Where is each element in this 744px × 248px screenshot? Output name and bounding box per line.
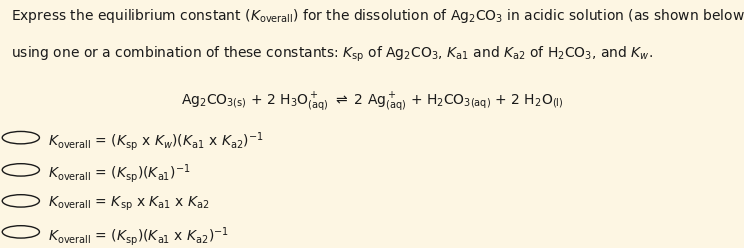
Text: Express the equilibrium constant ($K_{\mathrm{overall}}$) for the dissolution of: Express the equilibrium constant ($K_{\m… (11, 7, 744, 26)
Text: $K_{\mathrm{overall}}$ = $K_{\mathrm{sp}}$ x $K_{\mathrm{a1}}$ x $K_{\mathrm{a2}: $K_{\mathrm{overall}}$ = $K_{\mathrm{sp}… (48, 195, 210, 213)
Text: $K_{\mathrm{overall}}$ = ($K_{\mathrm{sp}}$ x $K_w$)($K_{\mathrm{a1}}$ x $K_{\ma: $K_{\mathrm{overall}}$ = ($K_{\mathrm{sp… (48, 130, 264, 153)
Text: $\mathrm{Ag_2CO_{3(s)}}$ + 2 $\mathrm{H_3O^+_{(aq)}}$ $\rightleftharpoons$ 2 $\m: $\mathrm{Ag_2CO_{3(s)}}$ + 2 $\mathrm{H_… (181, 91, 563, 114)
Text: $K_{\mathrm{overall}}$ = ($K_{\mathrm{sp}}$)($K_{\mathrm{a1}}$)$^{-1}$: $K_{\mathrm{overall}}$ = ($K_{\mathrm{sp… (48, 162, 191, 185)
Text: using one or a combination of these constants: $K_{\mathrm{sp}}$ of $\mathrm{Ag_: using one or a combination of these cons… (11, 45, 653, 64)
Text: $K_{\mathrm{overall}}$ = ($K_{\mathrm{sp}}$)($K_{\mathrm{a1}}$ x $K_{\mathrm{a2}: $K_{\mathrm{overall}}$ = ($K_{\mathrm{sp… (48, 225, 229, 248)
